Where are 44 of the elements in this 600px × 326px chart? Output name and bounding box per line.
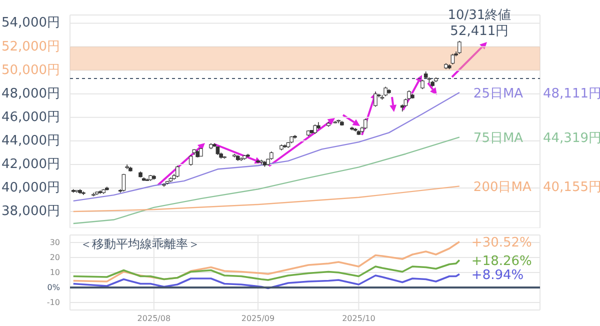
text: 48,111円 [543, 86, 600, 102]
y-tick-label: 46,000円 [2, 110, 60, 125]
candlestick [122, 173, 126, 192]
y-tick-label: -10 [46, 298, 60, 307]
line-series [72, 186, 460, 212]
y-tick-label: 44,000円 [2, 133, 60, 148]
x-tick-label: 2025/08 [137, 314, 171, 323]
candlestick [336, 119, 340, 124]
y-tick-label: 52,000円 [2, 39, 60, 54]
y-tick-label: 48,000円 [2, 86, 60, 102]
x-tick-label: 2025/10 [342, 314, 376, 323]
y-tick-label: 30 [50, 238, 60, 247]
annotation: 10/31終値 52,411円 [448, 8, 512, 39]
line-series [72, 92, 460, 202]
annotation: +8.94% [471, 268, 524, 284]
candlestick [450, 53, 455, 65]
y-tick-label: 50,000円 [2, 62, 60, 78]
y-tick-label: 0% [47, 283, 60, 292]
annotation: ＜移動平均線乖離率＞ [80, 237, 200, 251]
y-tick-label: 54,000円 [2, 16, 60, 31]
candlestick [188, 154, 193, 166]
y-tick-label: 40,000円 [2, 180, 60, 196]
y-tick-label: 42,000円 [2, 156, 60, 172]
y-tick-label: 38,000円 [2, 204, 60, 220]
x-tick-label: 2025/09 [241, 314, 275, 323]
y-tick-label: 10 [50, 268, 60, 277]
candlestick [384, 86, 388, 97]
candlestick [364, 118, 368, 130]
candlestick [374, 91, 378, 108]
candlestick [420, 79, 424, 90]
line-series [72, 273, 460, 290]
candlestick [458, 40, 462, 54]
text: 44,319円 [543, 131, 600, 146]
annotation: +30.52% [471, 236, 532, 251]
series-label: 200日MA [473, 180, 532, 196]
annotation: +18.26% [471, 254, 532, 270]
series-label: 75日MA [473, 131, 524, 146]
text: 40,155円 [543, 180, 600, 196]
line-series [72, 136, 460, 224]
series-label: 25日MA [473, 86, 524, 102]
candlestick [176, 165, 180, 178]
line-series [72, 259, 460, 281]
y-tick-label: 20 [50, 253, 60, 262]
candlestick [313, 124, 317, 134]
